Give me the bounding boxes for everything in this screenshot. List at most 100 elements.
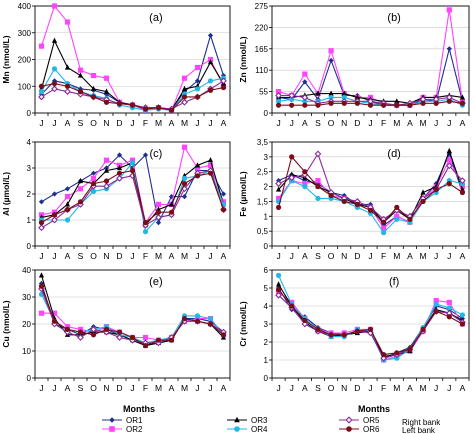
y-axis-label: Fe (µmol/L) xyxy=(238,171,248,217)
x-tick-label: D xyxy=(354,251,360,261)
data-point xyxy=(129,160,136,166)
data-point xyxy=(168,201,175,207)
series-OR3 xyxy=(38,37,227,113)
x-tick-label: S xyxy=(78,118,84,128)
data-point xyxy=(394,350,400,356)
x-tick-label: J xyxy=(290,118,294,128)
y-tick-label: 6 xyxy=(264,266,269,275)
x-tick-label: J xyxy=(368,383,372,393)
data-point xyxy=(207,59,214,65)
x-tick-label: J xyxy=(434,118,438,128)
y-tick-label: 220 xyxy=(255,23,269,32)
data-point xyxy=(207,32,214,39)
series-OR6 xyxy=(38,168,227,226)
x-tick-label: S xyxy=(78,251,84,261)
x-tick-label: J xyxy=(130,383,134,393)
x-tick-label: J xyxy=(447,383,451,393)
series-OR6 xyxy=(38,80,227,113)
data-point xyxy=(142,343,149,349)
y-tick-label: 1 xyxy=(264,212,269,221)
x-tick-label: J xyxy=(130,118,134,128)
y-tick-label: 40 xyxy=(22,266,31,275)
data-point xyxy=(315,178,321,184)
data-point xyxy=(341,100,347,106)
data-point xyxy=(301,94,309,101)
data-point xyxy=(328,57,334,64)
legend-marker xyxy=(234,426,240,432)
data-point xyxy=(315,102,321,108)
data-point xyxy=(38,220,45,226)
data-point xyxy=(90,175,97,181)
data-point xyxy=(446,181,452,187)
data-point xyxy=(275,102,282,108)
data-point xyxy=(207,162,214,168)
data-point xyxy=(38,89,45,95)
data-point xyxy=(289,171,295,177)
data-point xyxy=(220,191,227,197)
data-point xyxy=(64,88,71,95)
data-point xyxy=(381,230,387,236)
y-tick-label: 200 xyxy=(18,56,32,65)
data-point xyxy=(155,337,162,343)
data-point xyxy=(155,220,162,226)
data-point xyxy=(315,195,321,202)
data-point xyxy=(116,334,123,341)
data-point xyxy=(315,183,321,190)
y-tick-label: 0 xyxy=(27,109,32,118)
x-tick-label: A xyxy=(407,118,413,128)
data-point xyxy=(38,83,45,89)
data-point xyxy=(301,320,309,328)
data-point xyxy=(207,316,214,322)
x-tick-label: F xyxy=(381,251,386,261)
panel-label: (c) xyxy=(149,148,162,160)
plot-frame xyxy=(34,5,231,114)
x-tick-label: S xyxy=(315,383,321,393)
y-tick-label: 165 xyxy=(255,45,269,54)
x-tick-label: D xyxy=(116,383,122,393)
series-OR6 xyxy=(275,98,466,108)
data-point xyxy=(51,216,58,224)
legend-marker xyxy=(346,426,352,432)
legend-entry-OR3: OR3 xyxy=(227,416,268,425)
x-tick-label: O xyxy=(90,118,97,128)
x-tick-label: A xyxy=(65,383,71,393)
data-point xyxy=(194,94,201,100)
legend-marker xyxy=(345,416,353,424)
x-tick-label: J xyxy=(52,118,56,128)
x-tick-label: J xyxy=(195,118,199,128)
data-point xyxy=(367,102,374,108)
legend-entry-OR5: OR5 xyxy=(339,416,380,425)
x-tick-label: A xyxy=(407,251,413,261)
legend-label: OR5 xyxy=(363,416,380,425)
x-tick-label: N xyxy=(341,251,347,261)
series-line xyxy=(40,39,224,111)
x-tick-label: F xyxy=(143,383,148,393)
data-point xyxy=(394,98,400,104)
x-tick-label: D xyxy=(354,383,360,393)
data-point xyxy=(446,46,452,52)
data-point xyxy=(51,66,58,72)
data-point xyxy=(194,173,201,179)
data-point xyxy=(64,207,71,213)
y-tick-label: 5 xyxy=(264,284,269,293)
data-point xyxy=(129,102,136,108)
x-tick-label: M xyxy=(155,118,162,128)
series-line xyxy=(278,9,463,106)
data-point xyxy=(459,100,466,106)
data-point xyxy=(289,96,295,102)
y-tick-label: 55 xyxy=(259,88,268,97)
data-point xyxy=(129,334,136,341)
data-point xyxy=(38,272,45,278)
plot-frame xyxy=(271,269,470,379)
legend-marker xyxy=(109,426,115,432)
data-point xyxy=(103,75,110,81)
data-point xyxy=(275,98,282,104)
x-tick-label: S xyxy=(315,118,321,128)
x-tick-label: M xyxy=(181,118,188,128)
x-tick-label: J xyxy=(368,251,372,261)
legend-label: OR2 xyxy=(126,425,143,434)
data-point xyxy=(51,85,58,93)
data-point xyxy=(433,186,439,193)
